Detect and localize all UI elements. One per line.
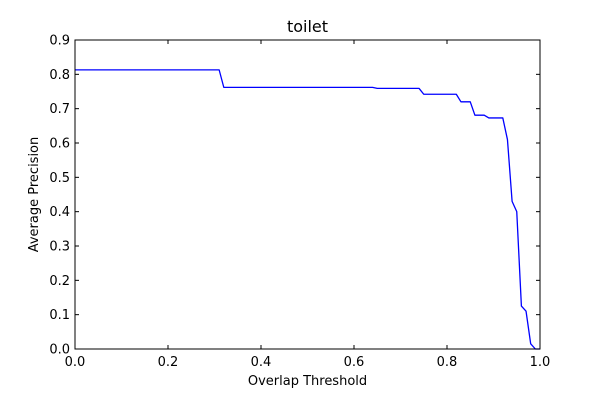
y-axis-label: Average Precision bbox=[27, 137, 42, 253]
y-tick-label: 0.9 bbox=[49, 34, 70, 49]
y-tick-label: 0.5 bbox=[49, 171, 70, 186]
x-axis-label: Overlap Threshold bbox=[248, 374, 367, 389]
x-tick-label: 0.8 bbox=[437, 355, 458, 370]
x-tick-label: 0.6 bbox=[344, 355, 365, 370]
plot-area bbox=[75, 69, 540, 350]
x-tick-label: 0.2 bbox=[158, 355, 179, 370]
y-axis: 0.0 0.1 0.2 0.3 0.4 0.5 0.6 0.7 0.8 0.9 bbox=[49, 34, 540, 358]
y-tick-label: 0.2 bbox=[49, 274, 70, 289]
x-axis: 0.0 0.2 0.4 0.6 0.8 1.0 bbox=[65, 40, 551, 370]
y-tick-label: 0.7 bbox=[49, 102, 70, 117]
x-tick-label: 1.0 bbox=[530, 355, 551, 370]
y-tick-label: 0.6 bbox=[49, 137, 70, 152]
precision-series-line bbox=[75, 69, 540, 350]
y-tick-label: 0.4 bbox=[49, 205, 70, 220]
y-tick-label: 0.1 bbox=[49, 308, 70, 323]
x-tick-label: 0.4 bbox=[251, 355, 272, 370]
chart-title: toilet bbox=[287, 17, 328, 36]
plot-frame bbox=[74, 39, 541, 350]
y-tick-label: 0.0 bbox=[49, 343, 70, 358]
x-tick-label: 0.0 bbox=[65, 355, 86, 370]
y-tick-label: 0.8 bbox=[49, 68, 70, 83]
y-tick-label: 0.3 bbox=[49, 240, 70, 255]
